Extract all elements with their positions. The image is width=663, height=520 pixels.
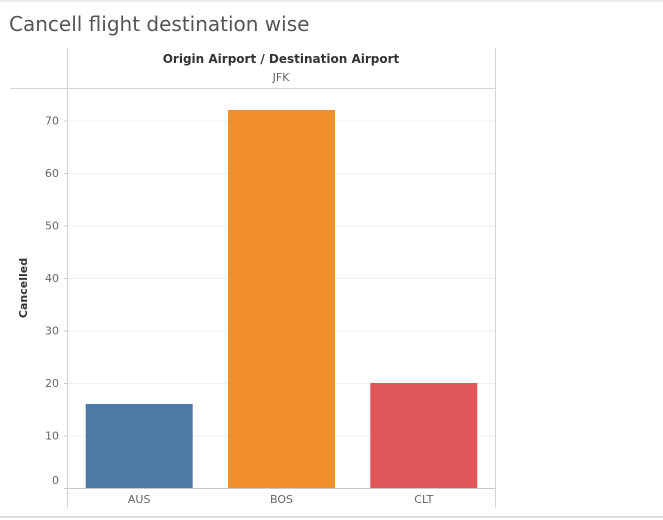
- bars: [85, 110, 478, 488]
- y-tick-label: 40: [45, 272, 59, 285]
- column-header: Origin Airport / Destination Airport: [163, 52, 400, 66]
- x-tick-label: BOS: [270, 493, 293, 506]
- y-tick-label: 70: [45, 115, 59, 128]
- page-title: Cancell flight destination wise: [9, 12, 310, 36]
- y-tick-label: 20: [45, 377, 59, 390]
- column-value: JFK: [272, 71, 291, 84]
- y-tick-label: 10: [45, 430, 59, 443]
- bar-aus[interactable]: [85, 404, 193, 488]
- bar-bos[interactable]: [228, 110, 335, 488]
- y-tick-label: 0: [52, 474, 59, 487]
- x-axis-labels: AUS BOS CLT: [128, 493, 434, 506]
- y-tick-label: 60: [45, 167, 59, 180]
- x-tick-label: AUS: [128, 493, 151, 506]
- y-tick-label: 50: [45, 220, 59, 233]
- x-tick-label: CLT: [414, 493, 433, 506]
- y-axis-label: Cancelled: [17, 258, 30, 318]
- bar-clt[interactable]: [370, 383, 478, 488]
- y-tick-label: 30: [45, 325, 59, 338]
- y-axis-ticks: 0 10 20 30 40 50 60 70: [45, 115, 67, 489]
